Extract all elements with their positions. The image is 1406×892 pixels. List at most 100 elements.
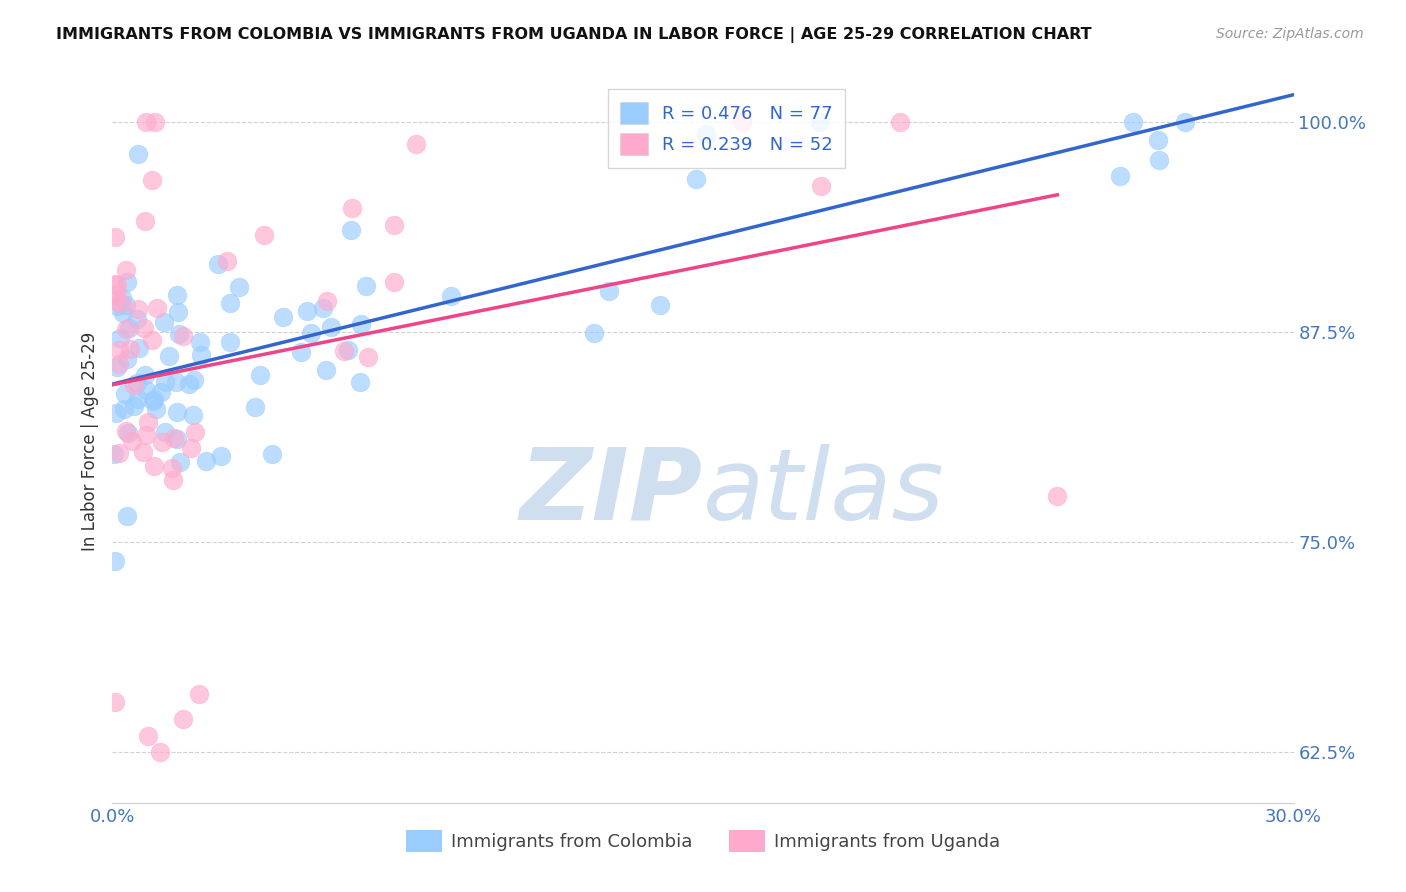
Point [1109, 169, 1132, 183]
Point [110, 296, 132, 310]
Point [207, 257, 229, 271]
Point [127, 147, 149, 161]
Point [598, 285, 620, 299]
Point [128, 341, 150, 355]
Point [103, 447, 125, 461]
Point [356, 351, 378, 365]
Point [808, 115, 831, 129]
Point [111, 291, 134, 305]
Point [112, 306, 135, 320]
Point [104, 695, 127, 709]
Point [218, 296, 240, 310]
Point [405, 137, 427, 152]
Point [382, 275, 405, 289]
Point [108, 357, 131, 371]
Point [128, 301, 150, 316]
Point [218, 335, 240, 350]
Point [122, 399, 145, 413]
Point [143, 458, 166, 473]
Point [118, 320, 141, 334]
Point [141, 333, 163, 347]
Point [188, 335, 211, 350]
Point [108, 446, 131, 460]
Point [150, 435, 173, 450]
Point [121, 434, 143, 448]
Point [107, 343, 129, 357]
Point [243, 400, 266, 414]
Point [648, 298, 671, 312]
Point [290, 345, 312, 359]
Point [115, 322, 138, 336]
Point [262, 447, 284, 461]
Point [135, 428, 157, 442]
Point [125, 376, 148, 390]
Point [141, 173, 163, 187]
Point [190, 348, 212, 362]
Point [731, 115, 754, 129]
Point [582, 326, 605, 341]
Point [166, 287, 188, 301]
Point [312, 301, 335, 315]
Point [115, 275, 138, 289]
Point [340, 223, 363, 237]
Point [217, 253, 239, 268]
Point [685, 171, 707, 186]
Point [162, 473, 184, 487]
Text: IMMIGRANTS FROM COLOMBIA VS IMMIGRANTS FROM UGANDA IN LABOR FORCE | AGE 25-29 CO: IMMIGRANTS FROM COLOMBIA VS IMMIGRANTS F… [56, 27, 1092, 43]
Point [105, 299, 128, 313]
Point [337, 343, 360, 358]
Point [115, 424, 138, 438]
Point [105, 359, 128, 374]
Point [103, 229, 125, 244]
Point [321, 319, 343, 334]
Point [143, 115, 166, 129]
Point [125, 311, 148, 326]
Point [188, 687, 211, 701]
Point [333, 343, 356, 358]
Point [349, 375, 371, 389]
Point [132, 445, 155, 459]
Point [160, 460, 183, 475]
Point [165, 376, 187, 390]
Point [114, 297, 136, 311]
Point [1046, 489, 1069, 503]
Point [104, 554, 127, 568]
Point [136, 729, 159, 743]
Point [249, 368, 271, 382]
Point [299, 326, 322, 341]
Y-axis label: In Labor Force | Age 25-29: In Labor Force | Age 25-29 [80, 332, 98, 551]
Point [315, 293, 337, 308]
Point [153, 376, 176, 390]
Text: atlas: atlas [703, 443, 945, 541]
Point [810, 178, 832, 193]
Point [114, 386, 136, 401]
Point [103, 293, 125, 308]
Point [104, 287, 127, 301]
Text: Source: ZipAtlas.com: Source: ZipAtlas.com [1216, 27, 1364, 41]
Point [104, 406, 127, 420]
Point [211, 449, 233, 463]
Point [108, 331, 131, 345]
Point [149, 384, 172, 399]
Point [142, 393, 165, 408]
Point [228, 279, 250, 293]
Point [166, 405, 188, 419]
Point [181, 409, 204, 423]
Point [354, 278, 377, 293]
Point [136, 415, 159, 429]
Point [172, 712, 194, 726]
Point [1173, 115, 1195, 129]
Point [184, 425, 207, 440]
Text: ZIP: ZIP [520, 443, 703, 541]
Point [695, 127, 717, 141]
Point [122, 378, 145, 392]
Point [179, 376, 201, 391]
Point [271, 310, 294, 324]
Point [135, 115, 157, 129]
Legend: Immigrants from Colombia, Immigrants from Uganda: Immigrants from Colombia, Immigrants fro… [399, 822, 1007, 859]
Point [115, 351, 138, 366]
Point [145, 402, 167, 417]
Point [340, 201, 363, 215]
Point [157, 349, 180, 363]
Point [114, 402, 136, 417]
